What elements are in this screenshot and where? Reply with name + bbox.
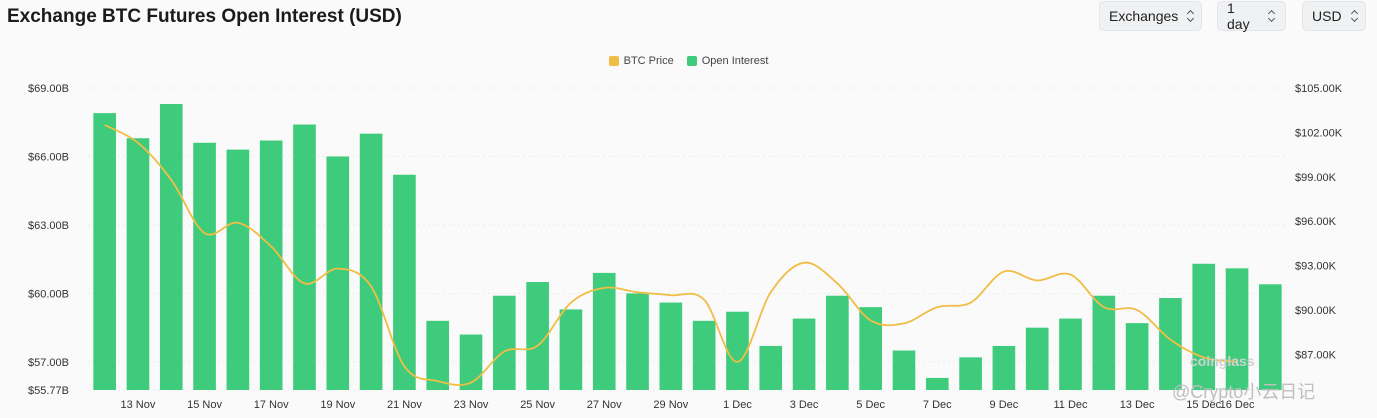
exchanges-select[interactable]: Exchanges [1099,1,1202,31]
legend-item-open-interest[interactable]: Open Interest [686,55,769,67]
x-axis-tick-label: 13 Nov [121,399,156,411]
left-axis-tick-label: $55.77B [28,385,69,397]
right-axis-tick-label: $99.00K [1295,172,1337,184]
watermark-text: @Crypto小云日记 [1172,382,1316,402]
right-axis-tick-label: $105.00K [1295,83,1343,95]
interval-select[interactable]: 1 day [1217,0,1286,32]
open-interest-bar [1225,268,1249,390]
open-interest-bar [559,309,583,390]
x-axis-tick-label: 5 Dec [856,399,885,411]
x-axis-tick-label: 15 Nov [187,399,222,411]
open-interest-bar [925,377,949,390]
chart-legend: BTC Price Open Interest [0,55,1377,67]
open-interest-bar [526,282,549,390]
open-interest-bar [93,113,116,391]
right-axis-tick-label: $87.00K [1295,349,1337,361]
open-interest-bar [259,140,283,390]
right-axis-tick-label: $96.00K [1295,216,1337,228]
open-interest-bar [293,124,316,390]
x-axis-tick-label: 16 Dec [1220,399,1255,411]
legend-item-btc-price[interactable]: BTC Price [608,55,674,67]
x-axis-tick-label: 11 Dec [1053,399,1088,411]
x-axis-tick-label: 29 Nov [653,399,688,411]
x-axis-tick-label: 25 Nov [520,399,555,411]
open-interest-bar [859,307,883,390]
open-interest-bar [759,345,783,390]
open-interest-bar [426,320,450,390]
interval-select-label: 1 day [1227,0,1250,32]
coinglass-logo: coinglass [1190,353,1255,369]
page-title: Exchange BTC Futures Open Interest (USD) [7,6,402,27]
x-axis-tick-label: 7 Dec [923,399,952,411]
right-axis-tick-label: $90.00K [1295,305,1337,317]
x-axis-tick-label: 13 Dec [1120,399,1155,411]
left-axis-tick-label: $60.00B [28,288,69,300]
left-axis-tick-label: $66.00B [28,151,69,163]
x-axis-tick-label: 17 Nov [254,399,289,411]
open-interest-bar [726,311,749,390]
x-axis-tick-label: 15 Dec [1186,399,1221,411]
open-interest-bar [226,149,250,390]
open-interest-bar [1059,318,1082,390]
open-interest-bar [459,334,483,390]
open-interest-bar [1092,295,1116,390]
exchanges-select-label: Exchanges [1109,8,1179,24]
open-interest-bar [626,293,649,390]
x-axis-tick-label: 3 Dec [790,399,819,411]
open-interest-bar [326,156,350,390]
open-interest-bar [892,350,916,390]
left-axis-tick-label: $57.00B [28,357,69,369]
open-interest-bar [692,320,716,390]
x-axis-tick-label: 21 Nov [387,399,422,411]
open-interest-bar [393,174,416,390]
open-interest-bar [592,272,616,390]
x-axis-tick-label: 19 Nov [320,399,355,411]
legend-label-btc-price: BTC Price [623,55,674,67]
legend-label-open-interest: Open Interest [701,55,769,67]
x-axis-tick-label: 9 Dec [990,399,1019,411]
legend-swatch-open-interest [686,56,697,66]
open-interest-bar [492,295,516,390]
right-axis-tick-label: $93.00K [1295,261,1337,273]
open-interest-bar [359,133,383,391]
btc-price-line [104,124,1238,386]
left-axis-tick-label: $63.00B [28,220,69,232]
legend-swatch-btc-price [608,56,619,66]
x-axis-tick-label: 27 Nov [587,399,622,411]
open-interest-bar [1192,263,1216,390]
open-interest-bar [193,142,216,390]
open-interest-bar [1125,323,1149,390]
open-interest-bar [792,318,816,390]
x-axis-tick-label: 1 Dec [723,399,752,411]
open-interest-bar [1259,284,1282,390]
open-interest-bar [826,295,849,390]
open-interest-bar [959,357,982,390]
open-interest-bar [126,138,150,390]
open-interest-bar [159,103,183,391]
currency-select[interactable]: USD [1302,1,1366,31]
left-axis-tick-label: $69.00B [28,83,69,95]
open-interest-bar [1159,298,1182,390]
open-interest-bar [659,302,683,390]
x-axis-tick-label: 23 Nov [454,399,489,411]
open-interest-bar [992,345,1016,390]
right-axis-tick-label: $102.00K [1295,127,1343,139]
open-interest-bar [1025,327,1049,390]
currency-select-label: USD [1312,8,1342,24]
